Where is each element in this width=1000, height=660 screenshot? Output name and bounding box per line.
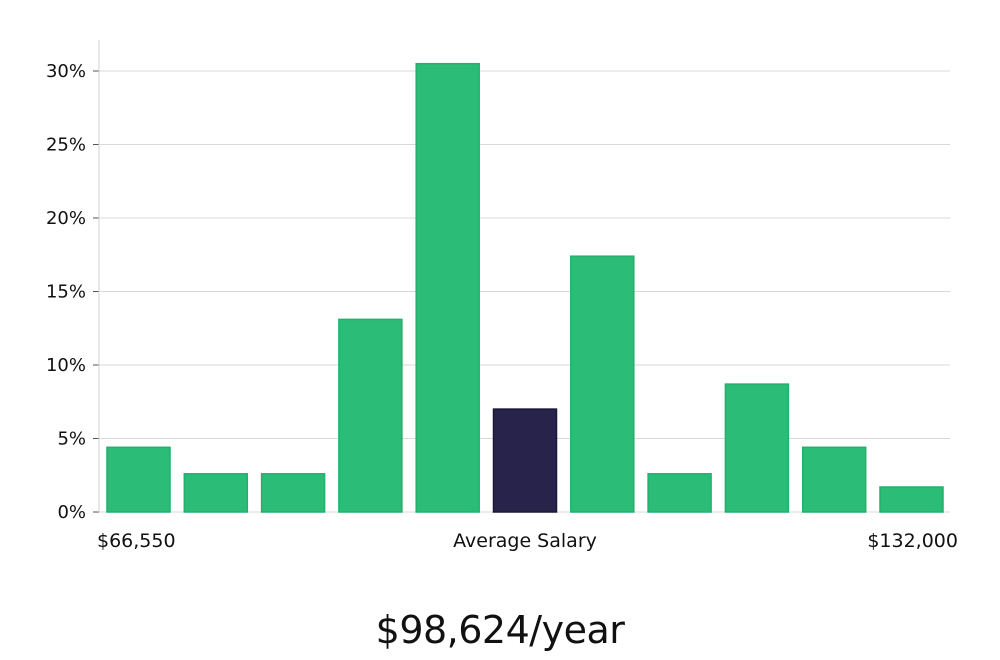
x-label-max: $132,000 [867,530,958,552]
y-tick-label-15: 15% [46,282,86,303]
gridlines [93,70,950,513]
bar-7 [570,255,635,513]
bar-average-salary [492,408,558,513]
bar-3 [260,473,326,513]
bar-1 [106,446,171,513]
salary-histogram: 0% 5% 10% 15% 20% 25% 30% $66,550 Average Sala… [46,40,958,552]
y-tick-label-10: 10% [46,355,86,376]
y-axis-labels: 0% 5% 10% 15% 20% 25% 30% [46,61,86,523]
x-label-min: $66,550 [97,530,176,552]
bar-10 [801,446,867,513]
bar-5 [415,62,480,513]
x-label-average: Average Salary [453,530,597,552]
bar-4 [338,318,403,513]
y-tick-label-0: 0% [57,502,86,523]
bar-11 [879,486,944,513]
bar-8 [647,473,712,513]
bar-9 [724,383,790,513]
y-tick-label-30: 30% [46,61,86,82]
y-tick-label-5: 5% [57,429,86,450]
y-tick-label-20: 20% [46,208,86,229]
y-tick-label-25: 25% [46,135,86,156]
bars [106,62,944,513]
average-salary-value: $98,624/year [375,608,625,652]
bar-2 [183,473,249,513]
